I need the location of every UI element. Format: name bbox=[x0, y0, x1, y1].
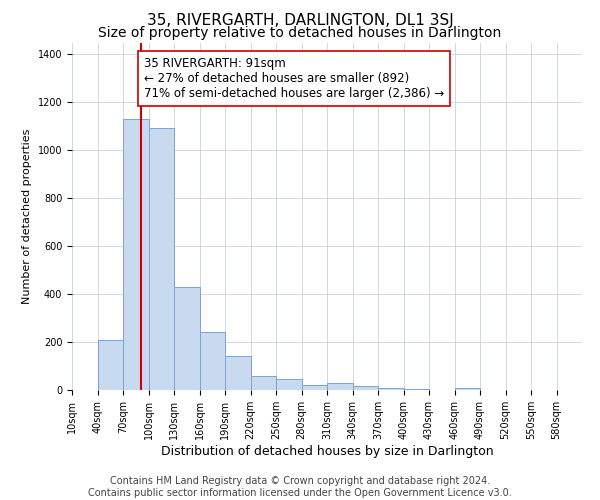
Bar bbox=[455, 388, 480, 390]
Bar bbox=[251, 376, 276, 390]
Bar bbox=[353, 386, 378, 390]
Bar bbox=[302, 385, 327, 390]
Text: Size of property relative to detached houses in Darlington: Size of property relative to detached ho… bbox=[98, 26, 502, 40]
Bar bbox=[404, 389, 429, 390]
Bar bbox=[149, 128, 174, 390]
Bar bbox=[199, 332, 225, 390]
Text: Contains HM Land Registry data © Crown copyright and database right 2024.
Contai: Contains HM Land Registry data © Crown c… bbox=[88, 476, 512, 498]
Bar bbox=[225, 356, 251, 390]
Bar bbox=[174, 287, 199, 390]
Text: 35, RIVERGARTH, DARLINGTON, DL1 3SJ: 35, RIVERGARTH, DARLINGTON, DL1 3SJ bbox=[146, 12, 454, 28]
X-axis label: Distribution of detached houses by size in Darlington: Distribution of detached houses by size … bbox=[161, 444, 493, 458]
Y-axis label: Number of detached properties: Number of detached properties bbox=[22, 128, 32, 304]
Bar bbox=[97, 340, 123, 390]
Bar bbox=[327, 383, 353, 390]
Bar bbox=[123, 119, 149, 390]
Bar bbox=[276, 379, 302, 390]
Text: 35 RIVERGARTH: 91sqm
← 27% of detached houses are smaller (892)
71% of semi-deta: 35 RIVERGARTH: 91sqm ← 27% of detached h… bbox=[144, 57, 445, 100]
Bar bbox=[378, 388, 404, 390]
